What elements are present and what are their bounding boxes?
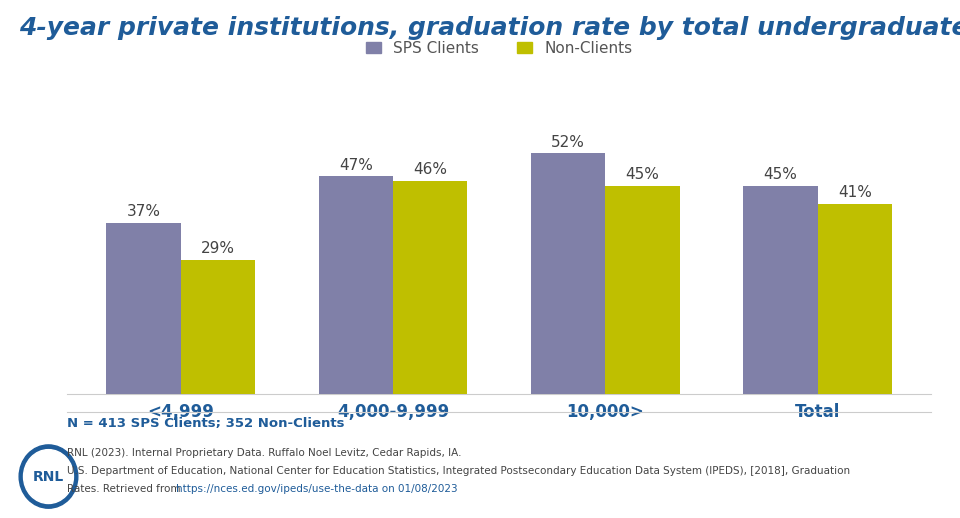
Legend: SPS Clients, Non-Clients: SPS Clients, Non-Clients [359,35,639,62]
Text: 45%: 45% [626,167,660,182]
Bar [107,223,180,394]
Text: 37%: 37% [127,204,160,219]
Text: 52%: 52% [551,135,586,150]
Text: 46%: 46% [413,162,447,177]
Circle shape [23,450,74,503]
Text: https://nces.ed.gov/ipeds/use-the-data on 01/08/2023: https://nces.ed.gov/ipeds/use-the-data o… [176,484,457,494]
Text: RNL: RNL [33,469,64,484]
Bar [818,204,892,394]
Text: 4-year private institutions, graduation rate by total undergraduate size: 4-year private institutions, graduation … [19,16,960,39]
Text: RNL (2023). Internal Proprietary Data. Ruffalo Noel Levitz, Cedar Rapids, IA.: RNL (2023). Internal Proprietary Data. R… [67,448,462,458]
Bar [393,181,468,394]
Bar [180,260,255,394]
Text: U.S. Department of Education, National Center for Education Statistics, Integrat: U.S. Department of Education, National C… [67,466,851,476]
Text: Rates. Retrieved from: Rates. Retrieved from [67,484,184,494]
Bar [531,153,606,394]
Bar [606,185,680,394]
Text: 45%: 45% [763,167,798,182]
Bar [743,185,818,394]
Bar [319,177,393,394]
Text: 47%: 47% [339,158,372,172]
Text: N = 413 SPS Clients; 352 Non-Clients: N = 413 SPS Clients; 352 Non-Clients [67,417,345,430]
Text: 29%: 29% [201,241,235,256]
Text: 41%: 41% [838,185,872,200]
Circle shape [19,445,78,508]
